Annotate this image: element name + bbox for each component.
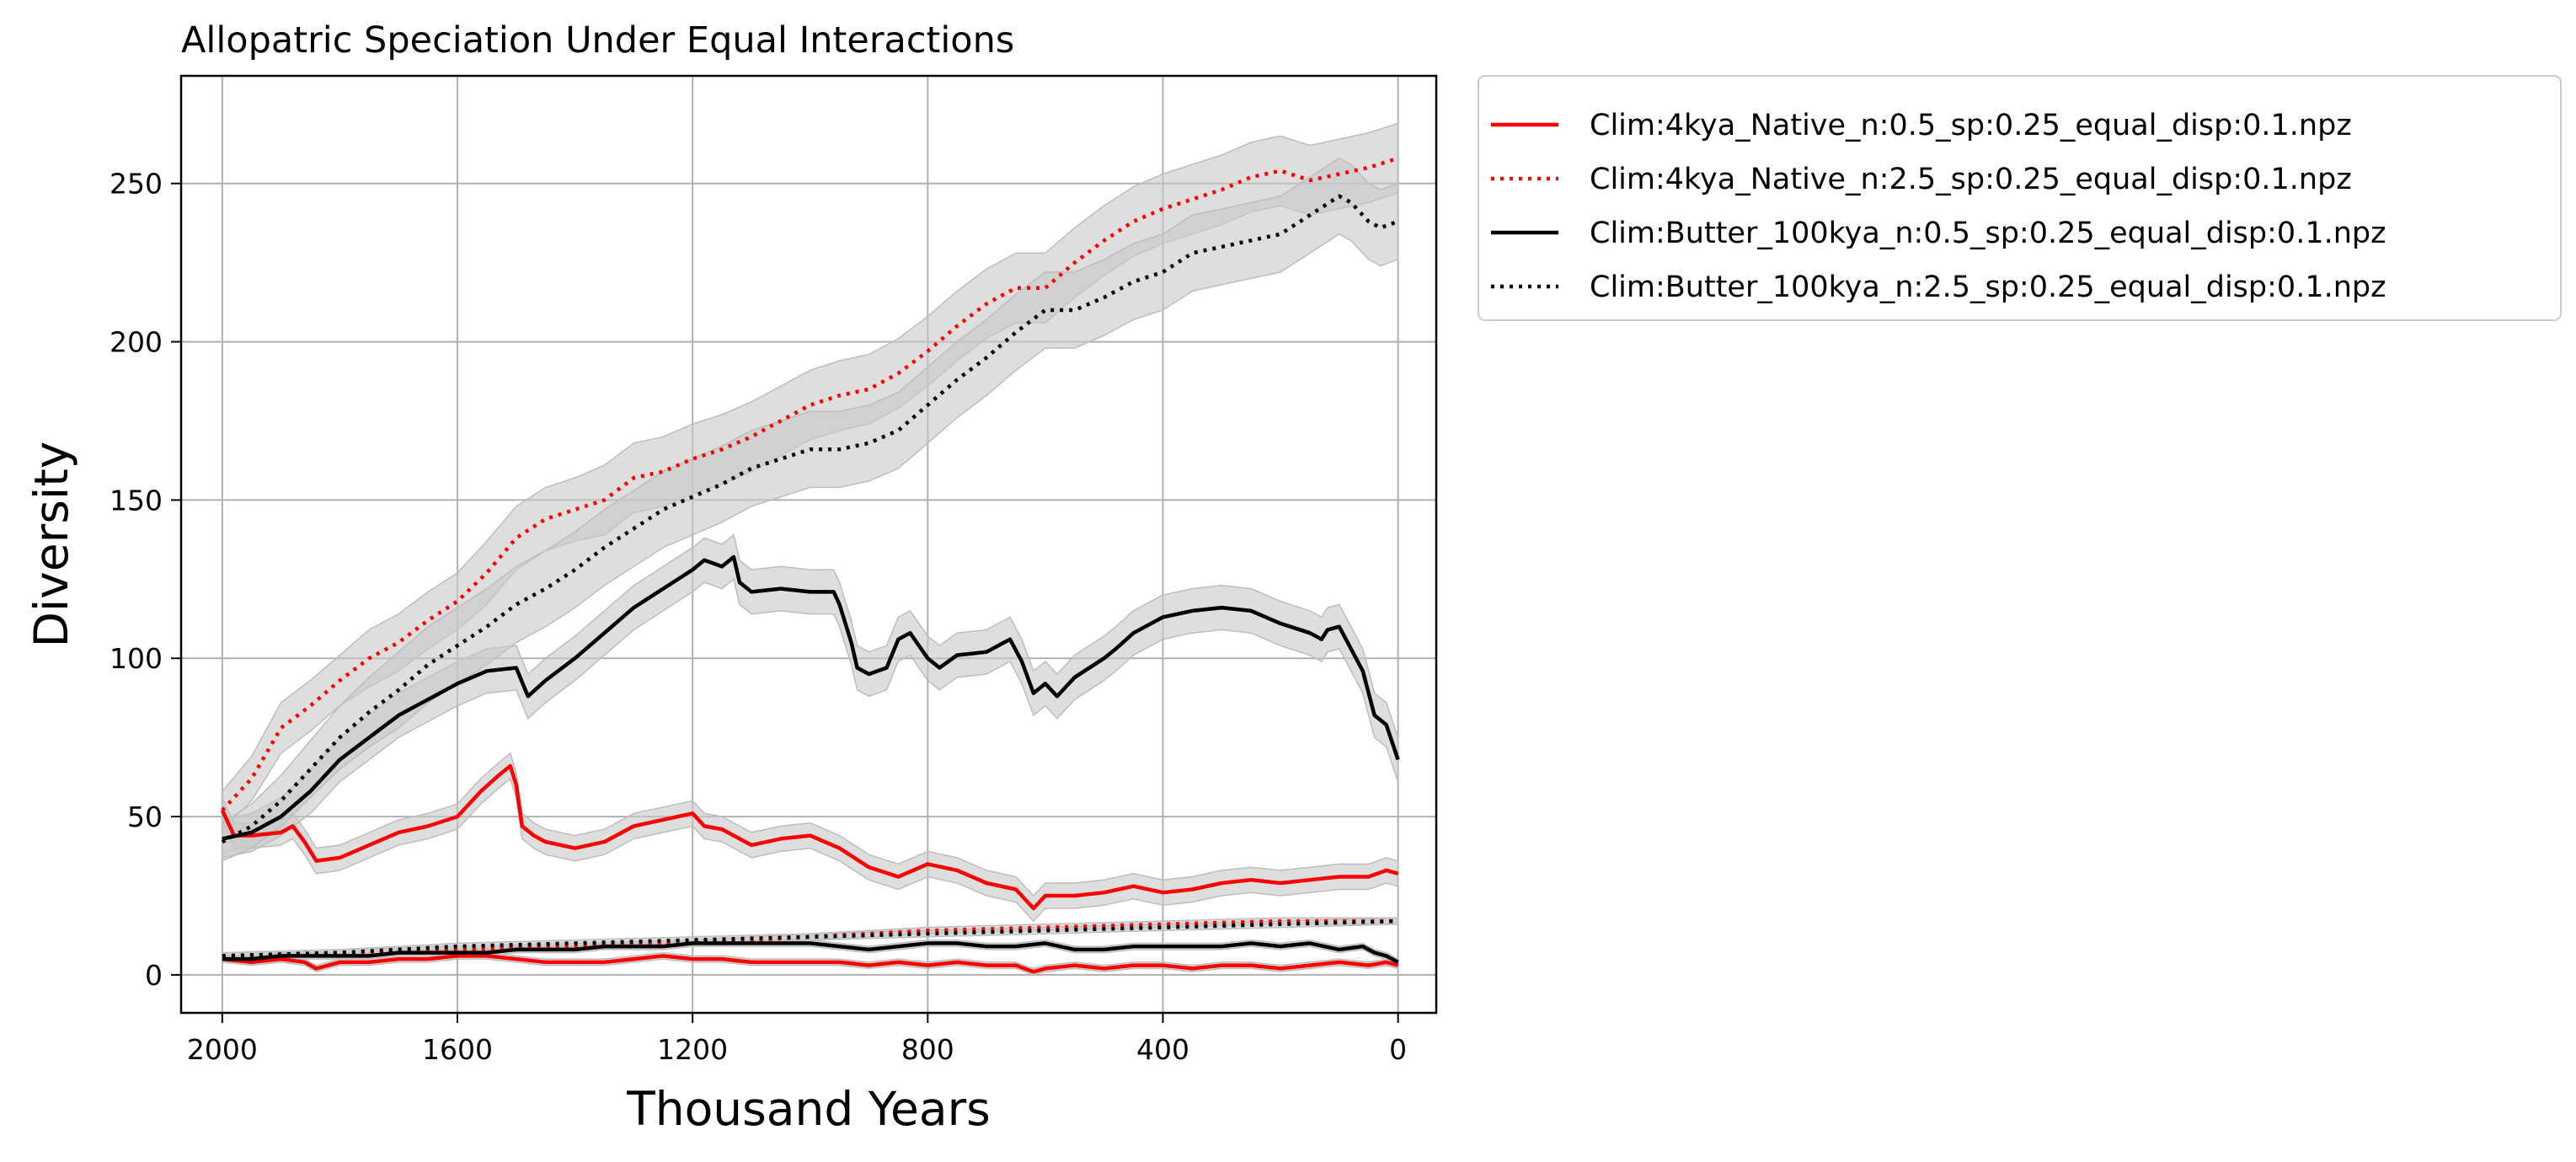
series-line-6	[222, 941, 1399, 964]
x-tick-label: 1200	[657, 1033, 728, 1066]
x-axis-title: Thousand Years	[626, 1082, 991, 1136]
x-tick-label: 2000	[187, 1033, 258, 1066]
x-tick-label: 0	[1389, 1033, 1407, 1066]
plot-frame	[179, 74, 1438, 1015]
series-line-0	[220, 763, 1399, 911]
legend-label-2: Clim:Butter_100kya_n:0.5_sp:0.25_equal_d…	[1590, 217, 2386, 250]
series-lines	[220, 156, 1400, 974]
y-tick-label: 0	[145, 959, 163, 992]
band-2	[222, 533, 1399, 859]
y-tick-label: 100	[110, 642, 163, 675]
x-axis: 2000 1600 1200 800 400 0	[187, 1013, 1407, 1066]
y-tick-label: 150	[110, 484, 163, 517]
series-line-7	[222, 918, 1398, 958]
legend-label-3: Clim:Butter_100kya_n:2.5_sp:0.25_equal_d…	[1590, 270, 2386, 304]
legend: Clim:4kya_Native_n:0.5_sp:0.25_equal_dis…	[1478, 75, 2562, 321]
legend-label-1: Clim:4kya_Native_n:2.5_sp:0.25_equal_dis…	[1590, 163, 2352, 196]
series-line-2	[222, 554, 1400, 841]
chart-title: Allopatric Speciation Under Equal Intera…	[181, 19, 1014, 62]
band-3	[222, 157, 1399, 862]
series-line-1	[221, 156, 1399, 812]
y-tick-label: 200	[110, 326, 163, 359]
y-tick-label: 50	[127, 801, 163, 833]
series-line-4	[222, 954, 1399, 974]
x-tick-label: 1600	[422, 1033, 493, 1066]
y-axis: 0 50 100 150 200 250	[110, 168, 181, 992]
series-line-5	[222, 918, 1398, 958]
legend-label-0: Clim:4kya_Native_n:0.5_sp:0.25_equal_dis…	[1590, 109, 2352, 142]
y-tick-label: 250	[110, 168, 163, 201]
x-tick-label: 400	[1136, 1033, 1189, 1066]
legend-box	[1478, 75, 2562, 321]
x-tick-label: 800	[901, 1033, 954, 1066]
series-line-3	[221, 194, 1399, 844]
y-axis-title: Diversity	[24, 442, 78, 648]
